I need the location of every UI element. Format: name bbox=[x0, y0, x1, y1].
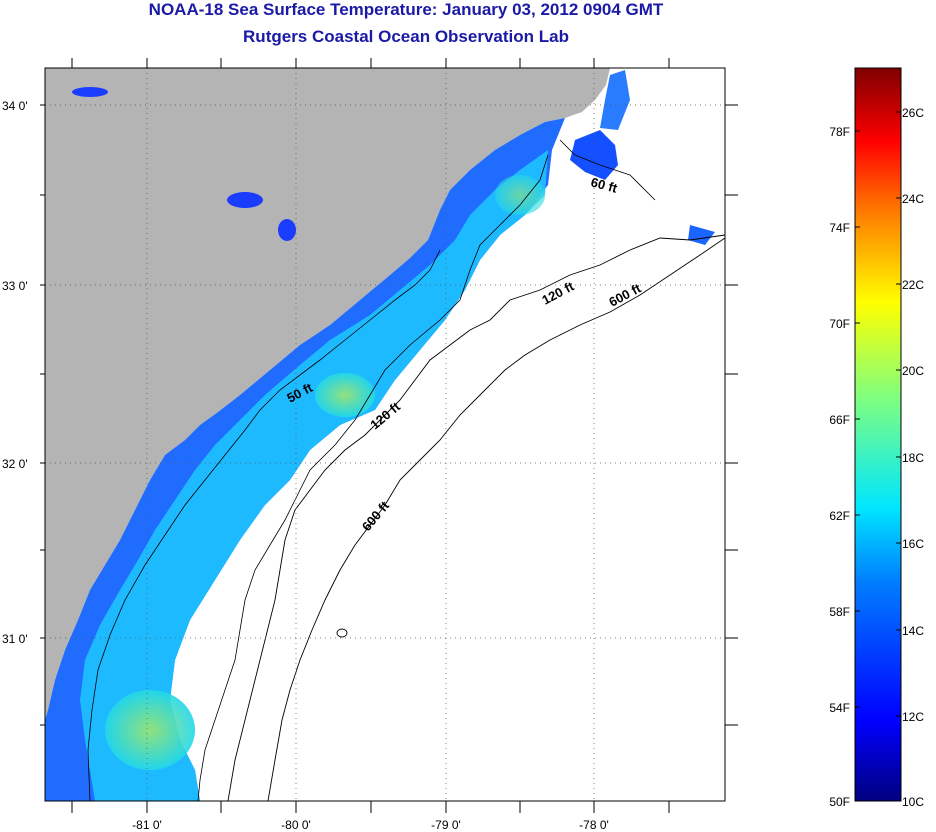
warm-patch bbox=[495, 175, 545, 215]
lon-label: -80 0' bbox=[281, 818, 311, 832]
outer-coastline bbox=[197, 154, 549, 801]
lon-label: -79 0' bbox=[431, 818, 461, 832]
map-title: NOAA-18 Sea Surface Temperature: January… bbox=[148, 0, 664, 19]
lake bbox=[227, 192, 263, 208]
f-label: 74F bbox=[829, 221, 850, 235]
c-label: 14C bbox=[902, 624, 924, 638]
f-label: 54F bbox=[829, 701, 850, 715]
f-label: 70F bbox=[829, 317, 850, 331]
c-label: 22C bbox=[902, 278, 924, 292]
c-label: 16C bbox=[902, 537, 924, 551]
sst-cape-patch bbox=[570, 130, 618, 180]
sst-patch bbox=[688, 225, 715, 245]
contour-label: 60 ft bbox=[589, 174, 619, 196]
graticule bbox=[45, 68, 725, 801]
c-label: 12C bbox=[902, 710, 924, 724]
f-label: 78F bbox=[829, 125, 850, 139]
c-label: 20C bbox=[902, 364, 924, 378]
sst-cape-patch bbox=[600, 70, 630, 130]
lake bbox=[72, 87, 108, 97]
f-label: 66F bbox=[829, 413, 850, 427]
lat-label: 31 0' bbox=[2, 632, 28, 646]
land-area bbox=[45, 68, 610, 720]
warm-patch bbox=[105, 690, 195, 770]
lat-label: 34 0' bbox=[2, 99, 28, 113]
warm-patch bbox=[315, 373, 375, 417]
map-subtitle: Rutgers Coastal Ocean Observation Lab bbox=[243, 27, 569, 46]
colorbar-c-labels: 26C 24C 22C 20C 18C 16C 14C 12C 10C bbox=[902, 106, 924, 809]
tick-marks bbox=[40, 58, 738, 813]
map-border bbox=[44, 67, 726, 802]
sst-mid-band bbox=[80, 150, 548, 801]
lat-label: 32 0' bbox=[2, 457, 28, 471]
lon-label: -78 0' bbox=[579, 818, 609, 832]
contour-120ft bbox=[227, 234, 725, 801]
colorbar-f-labels: 78F 74F 70F 66F 62F 58F 54F 50F bbox=[829, 125, 850, 809]
f-label: 58F bbox=[829, 605, 850, 619]
lon-labels: -81 0' -80 0' -79 0' -78 0' bbox=[132, 818, 609, 832]
colorbar bbox=[854, 67, 902, 802]
coastline bbox=[87, 139, 656, 801]
f-label: 62F bbox=[829, 509, 850, 523]
c-label: 18C bbox=[902, 451, 924, 465]
seamount-contour bbox=[336, 628, 348, 638]
contour-600ft bbox=[267, 237, 725, 801]
lat-label: 33 0' bbox=[2, 279, 28, 293]
f-label: 50F bbox=[829, 795, 850, 809]
c-label: 26C bbox=[902, 106, 924, 120]
lon-label: -81 0' bbox=[132, 818, 162, 832]
colorbar-ticks bbox=[855, 111, 901, 717]
lake bbox=[278, 219, 296, 241]
c-label: 24C bbox=[902, 192, 924, 206]
c-label: 10C bbox=[902, 795, 924, 809]
lat-labels: 34 0' 33 0' 32 0' 31 0' bbox=[2, 99, 28, 646]
